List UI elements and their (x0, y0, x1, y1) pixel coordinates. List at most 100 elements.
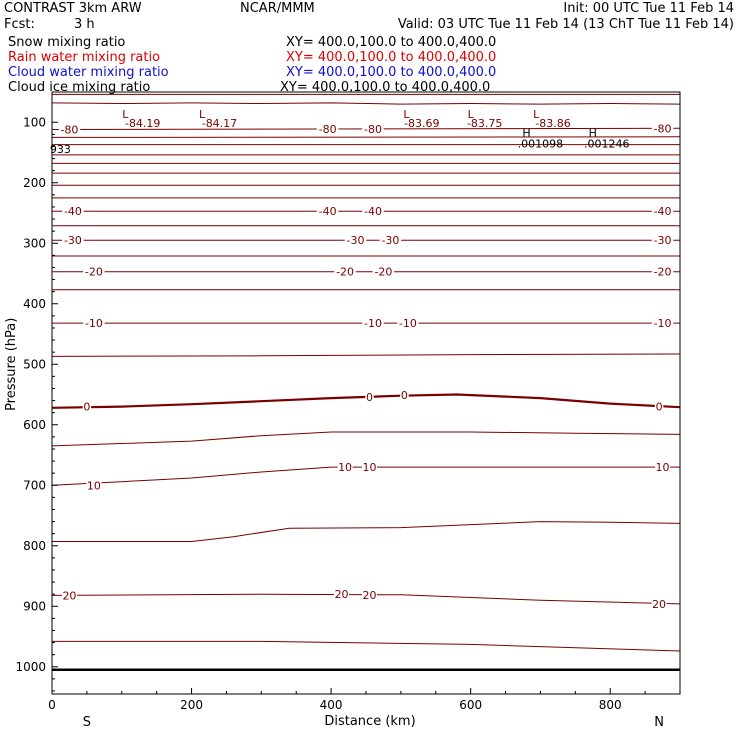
y-tick-label: 400 (23, 297, 46, 311)
contour-label: -80 (319, 123, 337, 136)
contour-label: 20 (362, 589, 376, 602)
y-tick-label: 1000 (15, 660, 46, 674)
contour-label: -20 (654, 266, 672, 279)
contour-label-bg (61, 589, 77, 602)
contour-label-bg (316, 122, 339, 135)
contour-label-bg (651, 597, 667, 610)
contour-label-bg (651, 122, 674, 135)
contour-label: 0 (83, 401, 90, 414)
y-tick-label: 700 (23, 478, 46, 492)
contour-label: -40 (319, 205, 337, 218)
contour-label-bg (362, 122, 384, 135)
temperature-contour-15 (52, 521, 681, 542)
contour-label-bg (83, 317, 105, 330)
contour-label: -20 (336, 266, 354, 279)
x-tick-label: 200 (180, 698, 203, 712)
valid-time: Valid: 03 UTC Tue 11 Feb 14 (13 ChT Tue … (397, 17, 734, 32)
contour-label: -40 (64, 205, 82, 218)
extremum-label: 933 (50, 143, 71, 156)
contour-label-bg (361, 588, 377, 601)
contour-label-bg (651, 317, 674, 330)
fcst-label: Fcst: (4, 17, 35, 32)
model-title: CONTRAST 3km ARW (4, 1, 142, 16)
contour-label-bg (334, 588, 350, 601)
contour-label: -20 (374, 266, 392, 279)
y-tick-label: 900 (23, 599, 46, 613)
contour-label: -80 (364, 123, 382, 136)
extremum-label: L (122, 108, 129, 121)
contour-label-bg (362, 205, 384, 218)
temperature-contour-5 (51, 431, 681, 447)
contour-label-bg (655, 461, 671, 474)
contour-label-bg (86, 479, 102, 492)
contour-label-bg (365, 390, 374, 403)
contour-label: -30 (381, 234, 399, 247)
x-tick-label: 800 (599, 698, 622, 712)
contour-label: -30 (347, 234, 365, 247)
y-tick-label: 500 (23, 357, 46, 371)
extremum-label: L (403, 108, 410, 121)
y-tick-label: 300 (23, 236, 46, 250)
field-cloudice-xy: XY= 400.0,100.0 to 400.0,400.0 (280, 80, 491, 95)
extremum-label: H (522, 127, 530, 140)
contour-label: 0 (366, 391, 373, 404)
temperature-contour-20 (51, 593, 681, 605)
extremum-label: L (533, 108, 540, 121)
contour-label-bg (397, 317, 419, 330)
contour-label-bg (83, 265, 105, 278)
label-layer: -80 -80 -80 -80 -40 -40 -40 -40 -30 -30 -30 -30 -20 -… (50, 108, 674, 611)
contour-label-bg (651, 265, 674, 278)
extremum-label: .001246 (584, 137, 630, 150)
contour-label: -10 (654, 317, 672, 330)
contour-label: -80 (654, 122, 672, 135)
contour-label: -20 (85, 266, 103, 279)
contour-label-bg (362, 317, 384, 330)
contour-label-bg (372, 265, 395, 278)
contour-label: -80 (60, 124, 78, 137)
field-rain-xy: XY= 400.0,100.0 to 400.0,400.0 (286, 50, 497, 65)
field-cloudice-name: Cloud ice mixing ratio (8, 80, 151, 95)
contour-label: 0 (656, 401, 663, 414)
contour-layer (51, 93, 681, 672)
field-rain-name: Rain water mixing ratio (8, 50, 161, 65)
extremum-label: -84.17 (202, 117, 237, 130)
contour-label-bg (651, 234, 674, 247)
contour-label-bg (58, 123, 81, 136)
temperature-contour-m5 (51, 353, 681, 357)
contour-label-bg (344, 234, 367, 247)
contour-label-bg (62, 234, 84, 247)
contour-label-bg (334, 265, 356, 278)
contour-label: 20 (62, 589, 76, 602)
contour-label-bg (654, 400, 664, 413)
temperature-contour-m85 (51, 102, 681, 105)
contour-label: -40 (364, 205, 382, 218)
contour-label-bg (337, 461, 353, 474)
contour-label: 0 (401, 389, 408, 402)
north-end-label: N (654, 715, 664, 730)
temperature-contour-25 (52, 640, 681, 652)
temperature-contour-m75 (51, 136, 681, 138)
contour-label: 20 (335, 588, 349, 601)
contour-label-bg (82, 400, 92, 413)
x-tick-label: 600 (459, 698, 482, 712)
y-tick-label: 800 (23, 539, 46, 553)
extremum-label: -84.19 (125, 117, 160, 130)
contour-label-bg (316, 205, 339, 218)
extremum-label: H (589, 127, 597, 140)
x-axis-title: Distance (km) (324, 714, 415, 729)
contour-label: -10 (364, 317, 382, 330)
y-tick-label: 200 (23, 176, 46, 190)
x-tick-label: 400 (320, 698, 343, 712)
center-label: NCAR/MMM (240, 1, 315, 16)
field-cloudwater-xy: XY= 400.0,100.0 to 400.0,400.0 (286, 65, 497, 80)
temperature-contour-10 (51, 466, 680, 486)
contour-label: -10 (85, 317, 103, 330)
init-time: Init: 00 UTC Tue 11 Feb 14 (563, 1, 734, 16)
field-cloudwater-name: Cloud water mixing ratio (8, 65, 169, 80)
field-snow-xy: XY= 400.0,100.0 to 400.0,400.0 (286, 35, 497, 50)
contour-label: -40 (654, 205, 672, 218)
contour-label-bg (400, 389, 409, 402)
y-tick-label: 100 (23, 115, 46, 129)
